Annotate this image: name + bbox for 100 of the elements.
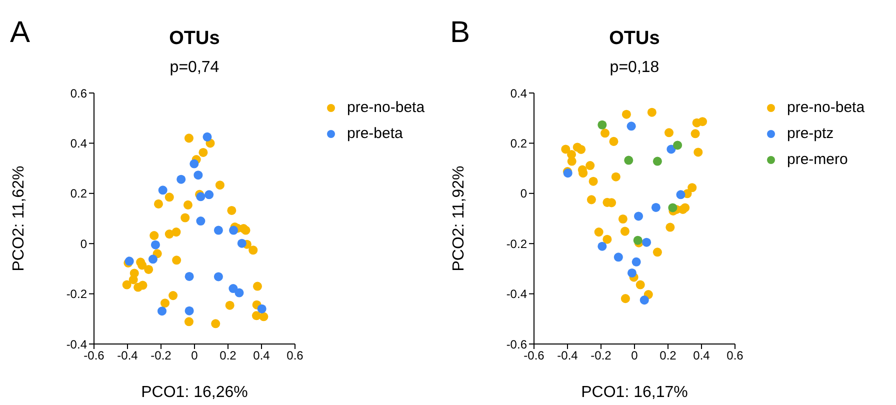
point <box>157 306 167 316</box>
legend-label: pre-beta <box>347 124 403 144</box>
point <box>138 280 148 290</box>
point <box>690 129 700 138</box>
legend-label: pre-ptz <box>787 124 834 144</box>
y-tick-label: 0.4 <box>70 136 88 150</box>
point <box>128 275 138 284</box>
point <box>640 296 649 305</box>
x-axis-title: PCO1: 16,17% <box>581 384 688 401</box>
point <box>642 238 652 247</box>
point <box>184 306 194 316</box>
point <box>176 174 186 184</box>
point <box>215 180 224 190</box>
point <box>214 272 223 282</box>
x-tick-label: -0.2 <box>590 348 612 363</box>
point <box>122 280 132 290</box>
point <box>586 195 596 204</box>
point <box>172 256 182 265</box>
point <box>225 300 234 310</box>
text: A <box>10 16 30 50</box>
point <box>190 159 199 168</box>
point <box>196 192 206 202</box>
y-tick-label: 0.2 <box>70 186 88 201</box>
point <box>144 264 154 274</box>
point <box>214 226 223 235</box>
x-tick-label: 0 <box>631 348 638 363</box>
point <box>184 272 194 281</box>
point <box>651 202 660 212</box>
y-tick-label: -0.4 <box>506 287 528 302</box>
point <box>138 260 147 270</box>
y-tick-label: 0.4 <box>510 86 528 100</box>
point <box>237 238 246 248</box>
point <box>561 144 570 154</box>
point <box>150 231 159 240</box>
point <box>633 236 642 245</box>
point <box>259 312 268 322</box>
point <box>624 156 634 165</box>
y-tick-label: 0 <box>80 236 88 251</box>
legend-label: pre-no-beta <box>787 98 865 118</box>
y-tick-label: 0.2 <box>510 136 528 150</box>
x-tick-label: 0.4 <box>253 348 270 363</box>
point <box>666 144 676 154</box>
point <box>248 246 258 255</box>
point <box>198 148 208 157</box>
point <box>680 203 690 212</box>
point <box>618 214 628 224</box>
y-axis-title: PCO2: 11,92% <box>450 166 468 272</box>
point <box>652 248 662 257</box>
point <box>652 156 662 166</box>
point <box>168 291 178 300</box>
legend-label: pre-no-beta <box>347 98 425 118</box>
point <box>622 110 631 119</box>
point <box>202 132 212 142</box>
x-tick-label: 0 <box>191 348 198 363</box>
point <box>598 242 607 251</box>
point <box>647 108 656 117</box>
point <box>228 284 238 294</box>
point <box>150 240 160 250</box>
point <box>164 230 174 239</box>
point <box>194 170 203 180</box>
y-tick-label: -0.6 <box>506 337 528 352</box>
point <box>229 226 238 235</box>
point <box>586 161 595 170</box>
x-tick-label: 0.2 <box>660 348 677 363</box>
point <box>594 228 604 237</box>
point <box>688 183 697 192</box>
point <box>588 176 598 186</box>
x-tick-label: 0.6 <box>726 348 744 363</box>
point <box>698 117 708 126</box>
point <box>666 222 675 232</box>
point <box>211 319 220 328</box>
point <box>567 156 576 166</box>
point <box>183 200 192 210</box>
y-tick-label: 0 <box>520 186 528 201</box>
point <box>632 257 641 266</box>
y-tick-label: 0.6 <box>70 86 88 100</box>
point <box>184 134 194 143</box>
point <box>668 203 678 212</box>
point <box>673 140 682 150</box>
point <box>204 190 214 200</box>
x-tick-label: -0.6 <box>524 348 545 363</box>
x-tick-label: 0.6 <box>286 348 304 363</box>
point <box>634 212 644 221</box>
point <box>600 128 610 138</box>
point <box>148 254 158 264</box>
chart-subtitle: p=0,18 <box>608 59 660 77</box>
x-tick-label: 0.2 <box>220 348 237 363</box>
point <box>626 122 636 131</box>
x-tick-label: 0.4 <box>693 348 710 363</box>
legend-label: pre-mero <box>787 150 848 170</box>
point <box>196 216 206 226</box>
point <box>598 120 607 130</box>
point <box>620 294 630 304</box>
point <box>676 190 686 200</box>
chart-subtitle: p=0,74 <box>168 59 220 77</box>
point <box>160 298 170 308</box>
point <box>611 172 620 182</box>
point <box>252 282 262 291</box>
point <box>227 206 236 215</box>
y-tick-label: -0.2 <box>506 236 528 251</box>
